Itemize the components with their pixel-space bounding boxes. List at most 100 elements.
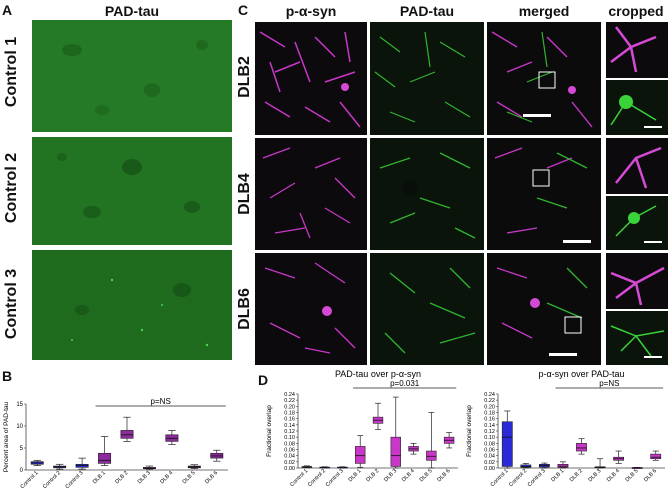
micrograph-dlb4-pad-tau <box>370 138 484 250</box>
y-tick-label-D1: 0.04 <box>284 454 295 460</box>
box-B-4 <box>120 416 134 442</box>
chart-title-D1: PAD-tau over p-α-syn <box>335 369 421 379</box>
y-tick-label-D2: 0.00 <box>484 466 495 472</box>
significance-label-D1: p=0.031 <box>390 379 420 388</box>
x-tick-label-B: Control 2 <box>42 470 62 490</box>
micrograph-dlb6-pad-tau-image <box>370 253 484 365</box>
panel-label-d: D <box>258 372 269 388</box>
micrograph-control-3-image <box>32 250 232 360</box>
x-tick-label-D2: Control 3 <box>527 468 547 488</box>
micrograph-dlb2-cropped-green <box>606 80 668 135</box>
x-tick-label-B: DLB 4 <box>159 470 174 485</box>
y-axis-label-D2: Fractional overlap <box>466 405 473 457</box>
panel-c-header-cropped: cropped <box>608 3 664 19</box>
x-tick-label-B: DLB 1 <box>92 470 107 485</box>
micrograph-control-2 <box>32 137 232 245</box>
panel-c-row-label-dlb6: DLB6 <box>236 288 253 330</box>
box-D1-2 <box>337 466 348 469</box>
panel-label-b: B <box>2 368 13 384</box>
boxplot-svg-B: p=NS 0 5 10 15 Percent area of PAD-tau Control… <box>3 397 228 490</box>
y-tick-label-D2: 0.02 <box>484 460 495 466</box>
panel-c-header-p-asyn: p-α-syn <box>285 3 337 19</box>
x-tick-label-B: DLB 5 <box>182 470 197 485</box>
y-tick-label-D2: 0.22 <box>484 398 495 404</box>
x-tick-label-D1: DLB 1 <box>348 468 363 483</box>
x-tick-label-D2: DLB 1 <box>550 468 565 483</box>
micrograph-dlb6-p-asyn <box>255 253 367 365</box>
significance-label-B: p=NS <box>151 397 171 406</box>
x-tick-label-D1: DLB 5 <box>419 468 434 483</box>
panel-c-row-label-dlb4: DLB4 <box>236 173 253 215</box>
micrograph-dlb4-merged <box>487 138 601 250</box>
y-tick-label-D2: 0.16 <box>484 417 495 423</box>
x-tick-label-B: Control 3 <box>64 470 84 490</box>
y-axis-label-D1: Fractional overlap <box>266 405 273 457</box>
micrograph-dlb6-p-asyn-image <box>255 253 367 365</box>
box-D2-0 <box>501 410 513 469</box>
box-D1-4 <box>372 402 384 430</box>
y-tick-label-D2: 0.10 <box>484 435 495 441</box>
micrograph-dlb4-merged-image <box>487 138 601 250</box>
micrograph-control-1 <box>32 20 232 132</box>
micrograph-dlb4-pad-tau-image <box>370 138 484 250</box>
x-tick-label-D2: DLB 2 <box>569 468 584 483</box>
y-tick-label-D2: 0.08 <box>484 441 495 447</box>
micrograph-dlb4-cropped-green <box>606 196 668 250</box>
box-iqr <box>355 446 366 464</box>
micrograph-dlb4-cropped-magenta-image <box>606 138 668 194</box>
micrograph-dlb6-merged <box>487 253 601 365</box>
y-tick-label-D2: 0.04 <box>484 454 495 460</box>
y-tick-label-D1: 0.16 <box>284 417 295 423</box>
box-iqr <box>98 452 112 464</box>
box-B-0 <box>30 459 44 466</box>
box-D1-7 <box>426 412 437 469</box>
panel-label-a: A <box>2 2 13 18</box>
y-tick-label-D2: 0.24 <box>484 392 495 398</box>
panel-a-row-label-2: Control 2 <box>3 152 20 224</box>
y-tick-label-D2: 0.06 <box>484 448 495 454</box>
x-tick-label-D1: Control 2 <box>307 468 327 488</box>
micrograph-dlb4-p-asyn-image <box>255 138 367 250</box>
box-D1-5 <box>390 396 401 469</box>
micrograph-dlb2-p-asyn-image <box>255 22 367 135</box>
box-B-5 <box>142 465 156 470</box>
box-iqr <box>426 450 437 461</box>
micrograph-control-2-image <box>32 137 232 245</box>
y-tick-label-D1: 0.02 <box>284 460 295 466</box>
y-tick-label-B: 5 <box>20 446 24 452</box>
panel-c-header-merged: merged <box>518 3 570 19</box>
y-tick-label-D1: 0.20 <box>284 404 295 410</box>
box-D2-4 <box>576 438 587 455</box>
micrograph-control-3 <box>32 250 232 360</box>
box-D2-1 <box>520 463 532 469</box>
box-D2-3 <box>557 461 569 469</box>
panel-a-header: PAD-tau <box>104 3 160 19</box>
box-D2-8 <box>650 450 662 461</box>
micrograph-dlb2-cropped-green-image <box>606 80 668 135</box>
chart-title-D2: p-α-syn over PAD-tau <box>538 369 624 379</box>
x-tick-label-D2: DLB 4 <box>606 468 621 483</box>
significance-label-D2: p=NS <box>599 379 619 388</box>
x-tick-label-D1: DLB 3 <box>383 468 398 483</box>
x-tick-label-B: DLB 2 <box>114 470 129 485</box>
panel-c-row-label-dlb2: DLB2 <box>236 56 253 98</box>
box-B-2 <box>75 457 89 470</box>
micrograph-dlb4-cropped-green-image <box>606 196 668 250</box>
micrograph-dlb2-merged-image <box>487 22 601 135</box>
y-tick-label-B: 0 <box>20 468 24 474</box>
boxplot-d-p-asyn-over-pad-tau: p-α-syn over PAD-tau p=NS 0.00 0.02 0.04 0.06… <box>462 368 669 500</box>
micrograph-dlb6-cropped-green <box>606 311 668 365</box>
micrograph-dlb4-p-asyn <box>255 138 367 250</box>
y-tick-label-B: 10 <box>16 424 23 430</box>
box-iqr <box>390 436 401 467</box>
boxplot-d-pad-tau-over-p-asyn: PAD-tau over p-α-syn p=0.031 0.00 0.02 0.04 0… <box>262 368 462 500</box>
micrograph-dlb6-cropped-magenta <box>606 253 668 309</box>
y-tick-label-D2: 0.14 <box>484 423 495 429</box>
box-D1-8 <box>443 432 455 449</box>
x-tick-label-D2: Control 2 <box>508 468 528 488</box>
y-tick-label-D1: 0.22 <box>284 398 295 404</box>
boxplot-b: p=NS 0 5 10 15 Percent area of PAD-tau Control… <box>0 384 232 500</box>
y-tick-label-D2: 0.18 <box>484 411 495 417</box>
x-tick-label-D1: DLB 2 <box>365 468 380 483</box>
